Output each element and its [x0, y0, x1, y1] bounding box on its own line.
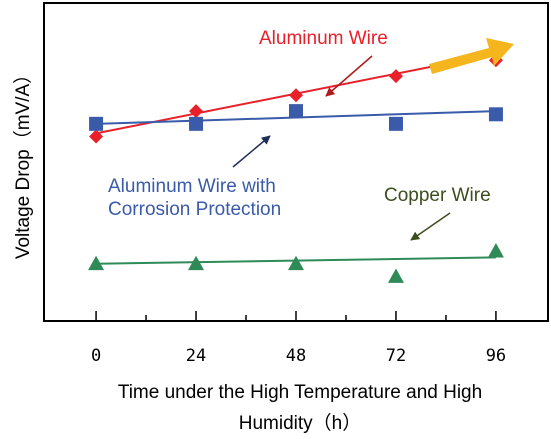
data-point-triangle: [288, 255, 304, 271]
data-point-square: [388, 116, 403, 131]
x-tick-label: 96: [486, 346, 506, 366]
annotation-aluminum-arrow: [325, 55, 373, 97]
x-tick-label: 72: [386, 346, 406, 366]
x-tick-label: 24: [186, 346, 206, 366]
x-axis-tick-labels: 0 24 48 72 96: [91, 346, 506, 366]
x-axis-title-line2: Humidity（h）: [239, 412, 361, 434]
x-tick-label: 0: [91, 346, 101, 366]
annotation-protected-line2: Corrosion Protection: [108, 199, 281, 220]
annotation-copper-arrow: [410, 212, 451, 241]
data-point-square: [488, 107, 503, 122]
data-point-triangle: [387, 268, 404, 283]
annotation-protected-arrow: [232, 135, 271, 168]
data-point-triangle: [188, 255, 205, 271]
plot-frame: [43, 2, 549, 322]
data-point-square: [189, 116, 204, 131]
x-axis-title-line1: Time under the High Temperature and High: [118, 382, 482, 403]
data-point-triangle: [487, 243, 504, 258]
trend-up-arrow-icon: [429, 38, 514, 74]
annotation-copper-wire: Copper Wire: [384, 185, 491, 206]
data-point-diamond: [289, 88, 303, 103]
data-point-diamond: [89, 129, 104, 144]
data-point-square: [289, 104, 303, 119]
annotation-aluminum-wire: Aluminum Wire: [259, 28, 388, 49]
data-point-triangle: [88, 255, 105, 271]
annotation-protected-line1: Aluminum Wire with: [108, 176, 276, 197]
trend-lines: [95, 52, 497, 265]
data-markers: [88, 53, 504, 283]
data-point-square: [89, 116, 104, 131]
data-point-diamond: [388, 69, 403, 84]
y-axis-title: Voltage Drop（mV/A）: [12, 65, 34, 259]
x-axis-ticks: [95, 311, 497, 321]
data-point-diamond: [189, 104, 204, 119]
x-tick-label: 48: [286, 346, 306, 366]
